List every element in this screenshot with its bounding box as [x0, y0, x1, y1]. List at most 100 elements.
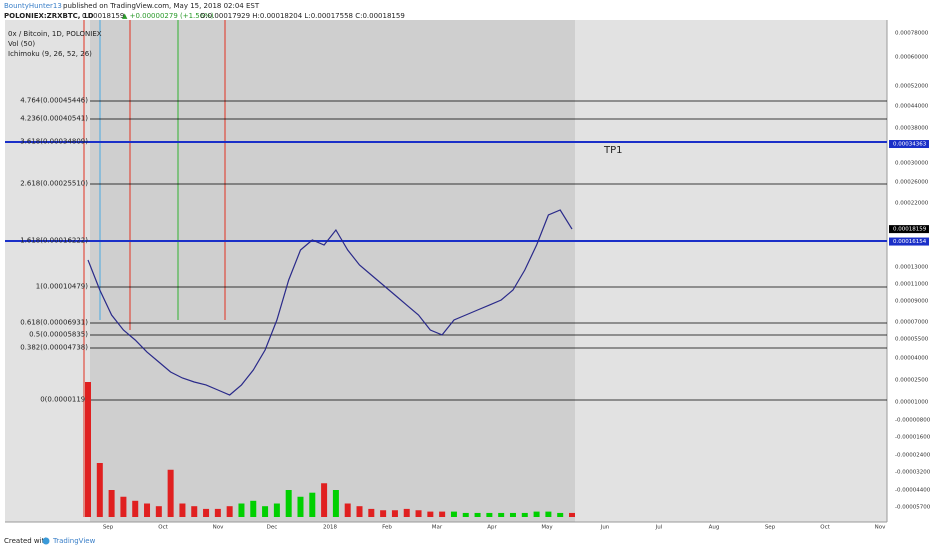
volume-bar	[545, 511, 552, 517]
price-axis-label: 0.00011000	[895, 282, 929, 288]
price-axis-label: 0.00009000	[895, 299, 929, 305]
volume-bar	[509, 512, 516, 517]
volume-bar	[155, 506, 162, 517]
x-tick-label: Sep	[765, 525, 776, 531]
fib-label: 0.382(0.00004738)	[20, 344, 88, 352]
x-tick-label: Jul	[655, 525, 663, 531]
volume-bar	[167, 469, 174, 517]
fib-label: 3.618(0.00034809)	[20, 138, 88, 146]
volume-bar	[144, 503, 151, 517]
volume-bar	[332, 490, 339, 517]
price-mark-box	[889, 140, 929, 149]
x-tick-label: Mar	[432, 525, 443, 531]
x-tick-label: Aug	[709, 525, 720, 531]
fib-label: 1(0.00010479)	[36, 283, 88, 291]
volume-bar	[380, 510, 387, 517]
publisher: BountyHunter13	[4, 2, 62, 10]
volume-bar	[403, 508, 410, 517]
volume-bar	[521, 512, 528, 517]
price-axis-label: -0.00003200	[895, 470, 931, 476]
price-axis-label: 0.00044000	[895, 104, 929, 110]
volume-bar	[273, 503, 280, 517]
price-mark-box	[889, 237, 929, 246]
fib-label: 0(0.0000119)	[40, 396, 88, 404]
legend-item: Vol (50)	[8, 40, 35, 48]
volume-bar	[498, 512, 505, 517]
volume-bar	[297, 496, 304, 517]
x-tick-label: Dec	[267, 525, 278, 531]
volume-bar	[85, 382, 91, 517]
price-axis-label: 0.00038000	[895, 126, 929, 132]
x-tick-label: Nov	[213, 525, 224, 531]
price-axis-label: 0.00004000	[895, 356, 929, 362]
x-tick-label: Jun	[600, 525, 610, 531]
volume-bar	[96, 463, 103, 517]
x-tick-label: Feb	[382, 525, 392, 531]
volume-bar	[238, 503, 245, 517]
x-tick-label: 2018	[323, 525, 337, 531]
volume-bar	[226, 506, 233, 517]
volume-bar	[368, 508, 375, 517]
fib-label: 2.618(0.00025510)	[20, 180, 88, 188]
volume-bar	[569, 512, 575, 517]
volume-bar	[356, 506, 363, 517]
volume-bar	[439, 511, 446, 517]
x-tick-label: Apr	[487, 525, 497, 531]
price-mark-label: 0.00018159	[893, 227, 927, 233]
price-axis-label: 0.00013000	[895, 265, 929, 271]
price-axis-label: -0.00001600	[895, 435, 931, 441]
volume-bar	[214, 508, 221, 517]
volume-bar	[250, 500, 257, 517]
legend-item: 0x / Bitcoin, 1D, POLONIEX	[8, 30, 102, 38]
volume-bar	[120, 496, 127, 517]
price-axis-label: 0.00026000	[895, 180, 929, 186]
ohlc: O:0.00017929 H:0.00018204 L:0.00017558 C…	[200, 12, 405, 20]
fib-label: 0.618(0.00006931)	[20, 319, 88, 327]
fib-label: 4.764(0.00045446)	[20, 97, 88, 105]
volume-bar	[132, 500, 139, 517]
volume-bar	[262, 506, 269, 517]
published: published on TradingView.com, May 15, 20…	[63, 2, 260, 10]
price-axis-label: 0.00030000	[895, 161, 929, 167]
fib-label: 4.236(0.00040541)	[20, 115, 88, 123]
symbol: POLONIEX:ZRXBTC, 1D	[4, 12, 94, 20]
footer-created: Created with	[4, 537, 49, 545]
x-tick-label: Nov	[875, 525, 886, 531]
fib-label: 0.5(0.00005835)	[29, 331, 88, 339]
price-line	[87, 209, 573, 396]
volume-bar	[474, 512, 481, 517]
price-axis-label: 0.00052000	[895, 84, 929, 90]
price-axis-label: -0.00004400	[895, 488, 931, 494]
annotation: TP1	[603, 145, 623, 156]
volume-bar	[450, 511, 457, 517]
price-axis-label: -0.00002400	[895, 453, 931, 459]
price-axis-label: 0.00001000	[895, 400, 929, 406]
volume-bar	[557, 512, 564, 517]
x-tick-label: Sep	[103, 525, 114, 531]
x-tick-label: May	[541, 525, 553, 531]
fib-label: 1.618(0.00016222)	[20, 237, 88, 245]
price-mark-box	[889, 225, 929, 234]
price-axis-label: 0.00007000	[895, 320, 929, 326]
brand-logo	[42, 537, 50, 545]
volume-bar	[179, 503, 186, 517]
volume-bar	[321, 483, 328, 517]
last-price: 0.00018159	[82, 12, 124, 20]
change: ▲ +0.00000279 (+1.56%)	[122, 12, 214, 20]
volume-bar	[486, 512, 493, 517]
volume-bar	[108, 490, 115, 517]
price-axis-label: 0.00002500	[895, 378, 929, 384]
shaded-range	[90, 20, 575, 522]
volume-bar	[415, 510, 422, 517]
volume-bar	[309, 492, 316, 517]
price-mark-label: 0.00034363	[893, 142, 927, 148]
volume-bar	[391, 510, 398, 517]
volume-bar	[462, 512, 469, 517]
volume-bar	[191, 506, 198, 517]
price-axis-label: 0.00060000	[895, 55, 929, 61]
price-axis-label: 0.00005500	[895, 337, 929, 343]
volume-bar	[344, 503, 351, 517]
price-axis-label: 0.00022000	[895, 201, 929, 207]
volume-bar	[427, 511, 434, 517]
